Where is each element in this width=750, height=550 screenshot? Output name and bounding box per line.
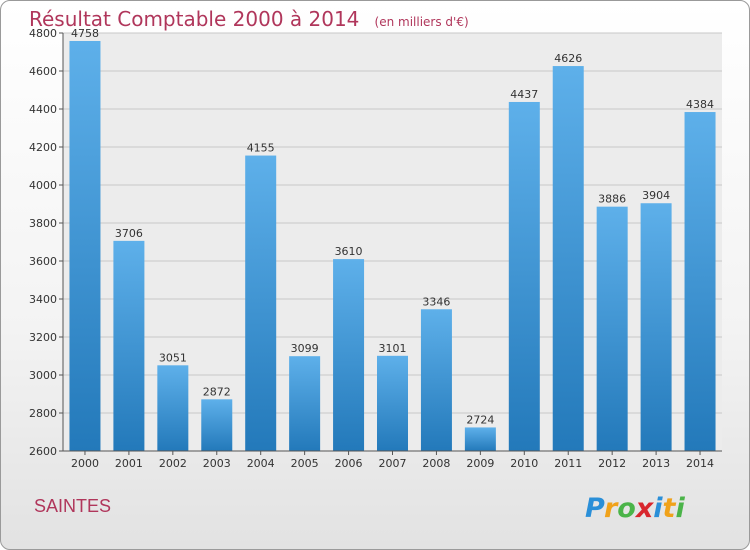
bar — [289, 356, 321, 451]
proxiti-logo: Proxiti — [585, 493, 685, 524]
data-label: 3051 — [159, 351, 187, 364]
bar — [157, 365, 189, 451]
data-label: 3904 — [642, 189, 670, 202]
data-label: 4155 — [247, 142, 275, 155]
data-label: 3346 — [422, 295, 450, 308]
x-tick-label: 2003 — [203, 457, 231, 470]
data-label: 2872 — [203, 385, 231, 398]
svg-text:Proxiti: Proxiti — [585, 493, 685, 524]
x-tick-label: 2013 — [642, 457, 670, 470]
bar — [245, 155, 277, 452]
bar — [69, 40, 101, 451]
data-label: 4437 — [510, 88, 538, 101]
x-tick-label: 2012 — [598, 457, 626, 470]
bar — [333, 259, 365, 451]
y-tick-label: 3000 — [29, 369, 57, 382]
bar — [552, 66, 584, 451]
y-tick-label: 3800 — [29, 217, 57, 230]
y-tick-label: 4200 — [29, 141, 57, 154]
data-label: 2724 — [466, 413, 494, 426]
x-tick-label: 2014 — [686, 457, 714, 470]
bar — [420, 309, 452, 451]
x-tick-label: 2010 — [510, 457, 538, 470]
data-label: 3706 — [115, 227, 143, 240]
data-label: 4626 — [554, 52, 582, 65]
data-label: 3886 — [598, 193, 626, 206]
bar — [377, 355, 408, 451]
city-name: SAINTES — [34, 496, 112, 516]
data-label: 4758 — [71, 27, 99, 40]
x-tick-label: 2000 — [71, 457, 99, 470]
data-label: 3101 — [379, 342, 407, 355]
x-tick-label: 2001 — [115, 457, 143, 470]
x-tick-label: 2011 — [554, 457, 582, 470]
data-label: 4384 — [686, 98, 714, 111]
bar — [596, 206, 628, 451]
bar — [508, 101, 540, 451]
y-tick-label: 4000 — [29, 179, 57, 192]
y-tick-label: 2800 — [29, 407, 57, 420]
bar — [684, 112, 716, 451]
y-tick-label: 3600 — [29, 255, 57, 268]
y-tick-label: 3400 — [29, 293, 57, 306]
x-tick-label: 2007 — [379, 457, 407, 470]
x-tick-label: 2005 — [291, 457, 319, 470]
title-main: Résultat Comptable 2000 à 2014 — [29, 7, 360, 31]
x-tick-label: 2006 — [335, 457, 363, 470]
x-tick-label: 2009 — [466, 457, 494, 470]
bar — [464, 427, 496, 451]
bar — [640, 203, 672, 451]
x-tick-label: 2004 — [247, 457, 275, 470]
bar — [113, 240, 145, 451]
y-tick-label: 4400 — [29, 103, 57, 116]
y-tick-label: 2600 — [29, 445, 57, 458]
chart-title: Résultat Comptable 2000 à 2014 (en milli… — [29, 7, 469, 31]
x-tick-label: 2002 — [159, 457, 187, 470]
data-label: 3610 — [335, 245, 363, 258]
x-tick-label: 2008 — [422, 457, 450, 470]
title-unit: (en milliers d'€) — [374, 15, 469, 29]
y-tick-label: 3200 — [29, 331, 57, 344]
data-label: 3099 — [291, 342, 319, 355]
y-tick-label: 4600 — [29, 65, 57, 78]
y-tick-label: 4800 — [29, 27, 57, 40]
bar — [201, 399, 233, 451]
